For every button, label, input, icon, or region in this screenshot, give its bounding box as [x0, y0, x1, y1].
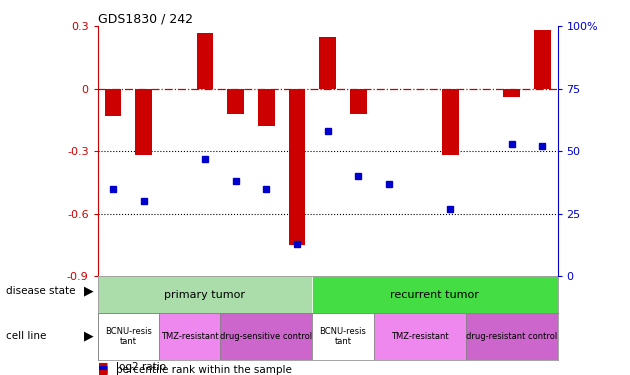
- Text: GDS1830 / 242: GDS1830 / 242: [98, 12, 193, 25]
- Bar: [534, 30, 551, 89]
- Text: recurrent tumor: recurrent tumor: [391, 290, 479, 300]
- Text: primary tumor: primary tumor: [164, 290, 246, 300]
- Bar: [227, 89, 244, 114]
- Text: ■: ■: [98, 365, 108, 375]
- Text: percentile rank within the sample: percentile rank within the sample: [116, 365, 292, 375]
- Text: cell line: cell line: [6, 331, 47, 340]
- Bar: [220, 313, 312, 360]
- Bar: [503, 89, 520, 97]
- Text: drug-resistant control: drug-resistant control: [466, 332, 557, 341]
- Text: log2 ratio: log2 ratio: [116, 362, 166, 372]
- Bar: [374, 313, 466, 360]
- Bar: [442, 89, 459, 156]
- Text: disease state: disease state: [6, 286, 76, 296]
- Bar: [319, 37, 336, 89]
- Bar: [258, 89, 275, 126]
- Text: drug-sensitive control: drug-sensitive control: [220, 332, 312, 341]
- Bar: [159, 313, 220, 360]
- Bar: [197, 33, 214, 89]
- Bar: [105, 89, 122, 116]
- Bar: [98, 276, 312, 313]
- Bar: [289, 89, 306, 245]
- Bar: [312, 276, 558, 313]
- Text: ▶: ▶: [84, 284, 93, 297]
- Bar: [98, 313, 159, 360]
- Text: ■: ■: [98, 369, 108, 375]
- Bar: [312, 313, 374, 360]
- Bar: [466, 313, 558, 360]
- Text: ■: ■: [98, 362, 108, 372]
- Text: ▶: ▶: [84, 329, 93, 342]
- Bar: [350, 89, 367, 114]
- Bar: [135, 89, 152, 156]
- Text: TMZ-resistant: TMZ-resistant: [161, 332, 219, 341]
- Text: TMZ-resistant: TMZ-resistant: [391, 332, 449, 341]
- Text: BCNU-resis
tant: BCNU-resis tant: [319, 327, 367, 346]
- Text: BCNU-resis
tant: BCNU-resis tant: [105, 327, 152, 346]
